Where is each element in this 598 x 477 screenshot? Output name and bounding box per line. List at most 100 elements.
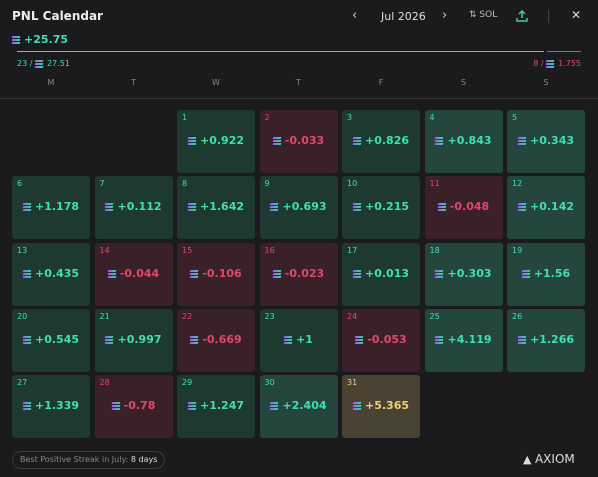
close-button[interactable]: ✕: [571, 8, 582, 22]
day-cell: 16 -0.023: [259, 242, 338, 306]
pnl-value: +0.693: [282, 200, 327, 214]
day-number: 14: [99, 245, 110, 255]
day-number: 24: [347, 311, 358, 321]
day-pnl: -0.023: [260, 267, 338, 280]
day-number: 27: [17, 378, 28, 388]
sol-icon: [545, 59, 555, 68]
sol-icon: [352, 137, 362, 145]
day-pnl: +1.339: [12, 399, 90, 412]
sol-icon: [189, 335, 199, 344]
day-number: 29: [182, 378, 193, 388]
sol-icon: [352, 203, 362, 212]
sol-icon: [521, 269, 531, 278]
day-pnl: +0.922: [177, 134, 255, 147]
sol-icon: [437, 203, 447, 212]
sol-icon: [354, 335, 364, 344]
day-pnl: +0.303: [425, 267, 503, 280]
streak-label: Best Positive Streak in July:: [20, 455, 129, 464]
day-cell: 2 -0.033: [259, 110, 338, 173]
streak-value: 8 days: [130, 455, 158, 464]
sol-icon: [187, 203, 197, 212]
day-cell: 1 +0.922: [177, 110, 255, 173]
sol-icon: [105, 335, 114, 344]
positive-days: 23 /: [17, 59, 33, 68]
weekday-label: T: [296, 78, 301, 87]
day-number: 15: [182, 245, 193, 255]
day-number: 20: [17, 311, 28, 321]
day-number: 13: [17, 245, 28, 255]
sol-icon: [22, 335, 32, 344]
day-pnl: +0.013: [342, 267, 420, 280]
day-number: 6: [17, 179, 23, 189]
pnl-value: +4.119: [447, 332, 492, 346]
sol-icon: [22, 402, 32, 411]
pnl-value: +1.266: [529, 332, 574, 346]
weekday-label: F: [378, 78, 384, 87]
day-cell: 29 +1.247: [177, 375, 255, 439]
title: PNL Calendar: [12, 9, 103, 23]
currency-toggle[interactable]: ⇅ SOL: [469, 10, 497, 20]
pnl-value: +0.435: [34, 266, 79, 280]
day-pnl: +1: [260, 333, 338, 346]
sol-icon: [270, 402, 279, 411]
brand-logo: ▲: [523, 453, 535, 466]
day-number: 2: [264, 113, 270, 122]
day-number: 7: [99, 179, 105, 189]
day-cell: 3 +0.826: [342, 110, 420, 173]
day-cell: 24 -0.053: [342, 308, 420, 372]
pnl-value: -0.669: [202, 332, 242, 346]
day-number: 5: [512, 113, 518, 122]
day-pnl: +5.365: [342, 399, 420, 412]
pnl-value: +0.843: [447, 134, 492, 147]
sol-icon: [517, 335, 527, 344]
prev-month[interactable]: ‹: [352, 8, 358, 23]
day-pnl: +1.178: [12, 200, 90, 213]
pnl-value: -0.048: [449, 200, 490, 214]
day-number: 3: [347, 113, 353, 122]
month-label: Jul 2026: [381, 10, 426, 23]
positive-summary: 23 / 27.51: [17, 59, 70, 68]
day-number: 30: [264, 378, 275, 388]
day-number: 9: [264, 179, 270, 189]
day-cell: 10 +0.215: [342, 176, 420, 240]
day-pnl: +0.343: [507, 134, 585, 147]
sol-icon: [270, 203, 279, 212]
day-cell: 31 +5.365: [342, 375, 420, 439]
day-number: 25: [429, 311, 440, 321]
day-number: 1: [182, 113, 188, 122]
share-button[interactable]: [516, 10, 528, 22]
sol-icon: [187, 402, 197, 411]
day-pnl: -0.669: [177, 333, 255, 346]
pnl-value: +5.365: [364, 399, 409, 413]
sol-icon: [22, 203, 32, 212]
day-cell: 22 -0.669: [177, 308, 255, 372]
day-pnl: -0.033: [260, 134, 338, 147]
day-cell: 20 +0.545: [12, 308, 90, 372]
day-pnl: +1.56: [507, 267, 585, 280]
brand: ▲ AXIOM: [523, 452, 575, 466]
day-pnl: -0.048: [425, 200, 503, 213]
day-pnl: +0.215: [342, 200, 420, 213]
pnl-value: +1: [296, 332, 313, 346]
sol-icon: [272, 269, 282, 278]
day-cell: 14 -0.044: [94, 242, 173, 306]
weekday-label: S: [460, 78, 467, 87]
day-pnl: +0.997: [95, 333, 173, 346]
day-cell: 25 +4.119: [424, 308, 503, 372]
next-month[interactable]: ›: [442, 8, 448, 23]
pnl-value: +0.013: [364, 266, 409, 280]
day-number: 19: [512, 245, 523, 255]
day-cell: 13 +0.435: [12, 242, 90, 306]
pnl-value: +0.343: [529, 134, 574, 147]
day-pnl: +0.142: [507, 200, 585, 213]
pnl-value: -0.053: [367, 332, 407, 346]
negative-summary: 8 / 1.755: [533, 59, 581, 68]
day-pnl: +1.642: [177, 200, 255, 213]
day-cell: 9 +0.693: [259, 176, 338, 240]
sol-icon: [187, 137, 197, 145]
streak-badge: Best Positive Streak in July: 8 days: [12, 451, 166, 469]
negative-days: 8 /: [533, 59, 544, 68]
weekday-label: W: [212, 78, 220, 87]
divider: [548, 10, 549, 23]
